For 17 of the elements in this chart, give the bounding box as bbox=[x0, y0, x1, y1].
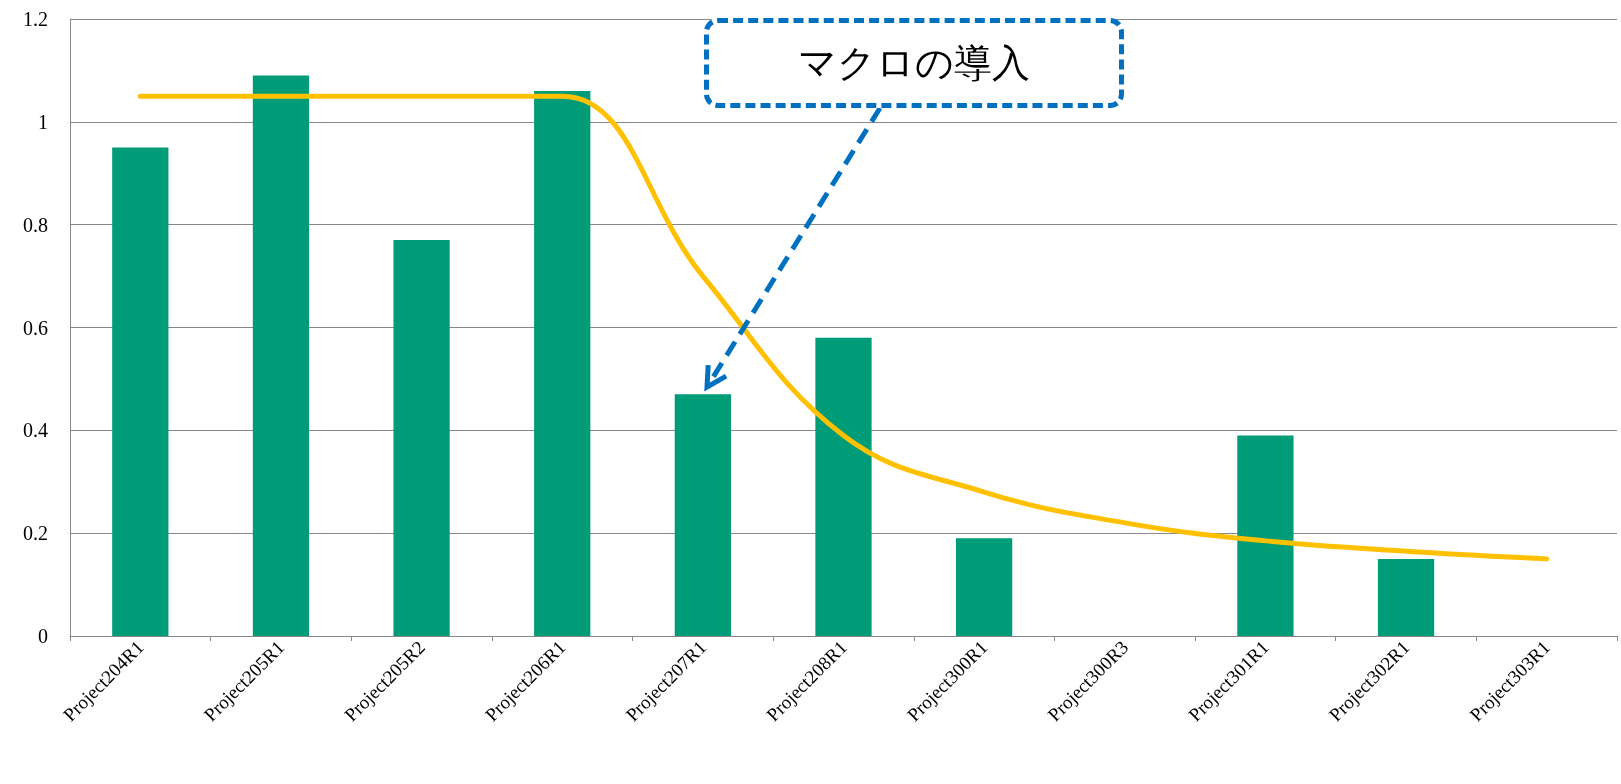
bar bbox=[393, 240, 450, 636]
bar bbox=[1377, 558, 1435, 636]
annotation: マクロの導入 bbox=[798, 40, 1030, 86]
y-tick-label: 0.6 bbox=[23, 316, 48, 339]
y-tick-label: 0.4 bbox=[23, 419, 48, 442]
callout-box: マクロの導入 bbox=[704, 18, 1124, 108]
y-tick-label: 0 bbox=[38, 625, 48, 647]
y-tick-label: 0.2 bbox=[23, 522, 48, 545]
y-tick-label: 0.8 bbox=[23, 213, 48, 236]
y-tick-label: 1 bbox=[38, 110, 48, 133]
bar bbox=[674, 394, 731, 636]
bar bbox=[1237, 435, 1294, 636]
bar bbox=[252, 75, 310, 636]
bar bbox=[534, 90, 591, 636]
bar bbox=[956, 538, 1013, 636]
bar bbox=[112, 147, 169, 636]
y-tick-label: 1.2 bbox=[23, 8, 48, 30]
